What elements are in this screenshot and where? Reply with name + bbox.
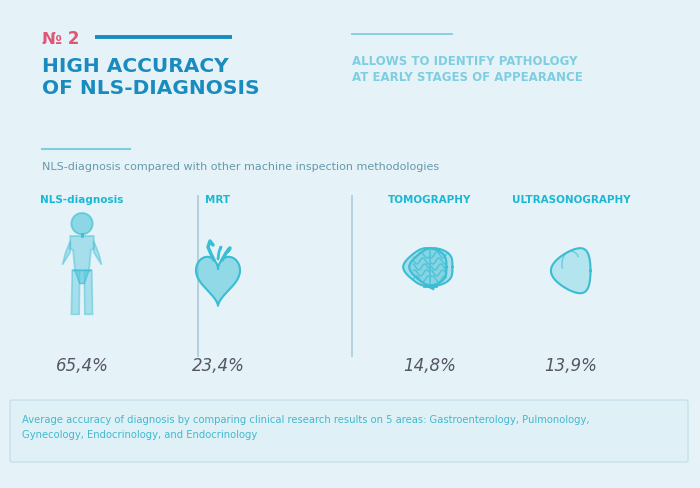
Text: № 2: № 2: [42, 30, 79, 48]
Polygon shape: [71, 271, 80, 315]
Text: 65,4%: 65,4%: [55, 356, 108, 374]
Polygon shape: [62, 242, 70, 265]
Text: AT EARLY STAGES OF APPEARANCE: AT EARLY STAGES OF APPEARANCE: [352, 71, 582, 84]
Text: 14,8%: 14,8%: [404, 356, 456, 374]
Text: NLS-diagnosis: NLS-diagnosis: [41, 195, 124, 204]
Polygon shape: [72, 271, 92, 284]
Text: OF NLS-DIAGNOSIS: OF NLS-DIAGNOSIS: [42, 79, 260, 98]
Polygon shape: [84, 271, 92, 315]
Text: 23,4%: 23,4%: [192, 356, 244, 374]
Text: ALLOWS TO IDENTIFY PATHOLOGY: ALLOWS TO IDENTIFY PATHOLOGY: [352, 55, 578, 68]
Text: 13,9%: 13,9%: [545, 356, 597, 374]
Polygon shape: [196, 257, 240, 306]
Circle shape: [71, 214, 92, 235]
FancyBboxPatch shape: [10, 400, 688, 462]
Text: Gynecology, Endocrinology, and Endocrinology: Gynecology, Endocrinology, and Endocrino…: [22, 429, 258, 439]
Polygon shape: [410, 248, 452, 286]
Text: MRT: MRT: [205, 195, 230, 204]
Polygon shape: [70, 237, 94, 271]
Text: ULTRASONOGRAPHY: ULTRASONOGRAPHY: [512, 195, 630, 204]
Polygon shape: [403, 248, 447, 286]
Polygon shape: [551, 249, 591, 294]
Text: TOMOGRAPHY: TOMOGRAPHY: [389, 195, 472, 204]
Text: NLS-diagnosis compared with other machine inspection methodologies: NLS-diagnosis compared with other machin…: [42, 162, 439, 172]
Text: HIGH ACCURACY: HIGH ACCURACY: [42, 57, 229, 76]
Polygon shape: [94, 242, 102, 265]
Text: Average accuracy of diagnosis by comparing clinical research results on 5 areas:: Average accuracy of diagnosis by compari…: [22, 414, 589, 424]
